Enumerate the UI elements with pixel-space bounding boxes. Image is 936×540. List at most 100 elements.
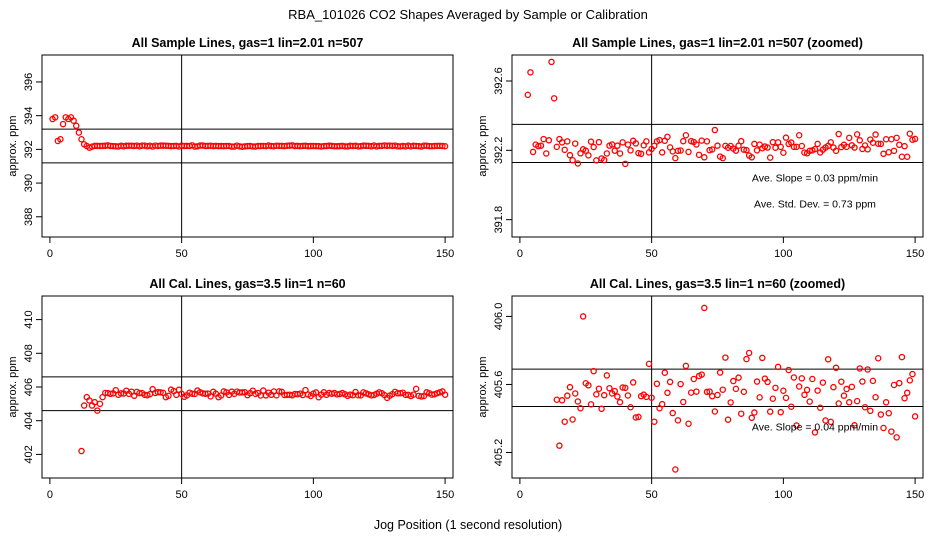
data-point	[882, 399, 890, 406]
data-point	[795, 132, 803, 139]
data-point	[814, 140, 821, 148]
data-point	[698, 371, 705, 378]
data-point	[680, 398, 687, 406]
data-point	[57, 136, 64, 143]
data-point	[677, 380, 684, 388]
data-point	[853, 397, 861, 405]
data-point	[577, 405, 584, 412]
data-point	[527, 69, 534, 76]
data-point	[737, 410, 745, 417]
data-point	[75, 129, 83, 136]
data-point	[566, 151, 574, 159]
x-tick-label: 0	[517, 248, 523, 260]
x-tick-label: 50	[646, 248, 658, 260]
data-point	[441, 142, 449, 150]
data-point	[777, 143, 784, 151]
data-point	[682, 132, 690, 139]
data-point	[664, 133, 671, 141]
data-point	[909, 370, 916, 378]
data-point	[661, 369, 669, 376]
data-point	[664, 389, 671, 397]
data-point	[622, 384, 629, 392]
data-point	[585, 382, 592, 389]
data-point	[732, 147, 740, 154]
data-point	[817, 404, 824, 412]
plot-frame	[41, 54, 454, 238]
data-point	[874, 355, 882, 362]
data-point	[896, 379, 903, 387]
data-point	[845, 399, 853, 406]
data-points	[78, 385, 449, 455]
data-point	[619, 139, 626, 146]
y-tick-label: 396	[23, 73, 35, 91]
data-point	[766, 408, 774, 415]
data-point	[893, 434, 900, 441]
data-point	[901, 394, 908, 402]
data-point	[648, 394, 655, 401]
data-point	[643, 138, 650, 145]
x-tick-label: 150	[436, 489, 454, 501]
data-point	[412, 385, 420, 393]
data-point	[730, 377, 737, 385]
data-point	[616, 150, 624, 157]
data-point	[774, 139, 782, 146]
data-point	[840, 392, 848, 399]
data-point	[561, 146, 568, 154]
data-point	[737, 137, 745, 145]
data-point	[745, 349, 753, 357]
data-point	[595, 138, 603, 146]
data-point	[827, 418, 835, 426]
data-point	[906, 130, 914, 137]
y-tick-label: 405.2	[493, 439, 505, 467]
data-point	[801, 391, 808, 399]
panel-sample-lines: All Sample Lines, gas=1 lin=2.01 n=507 0 5…	[7, 36, 454, 260]
data-point	[693, 388, 700, 395]
data-point	[811, 145, 819, 153]
data-point	[882, 135, 890, 143]
data-point	[619, 384, 626, 391]
data-point	[809, 375, 816, 383]
data-point	[275, 388, 283, 395]
data-point	[740, 146, 748, 153]
data-point	[117, 390, 125, 397]
data-point	[346, 391, 354, 398]
data-point	[669, 148, 676, 155]
data-point	[880, 424, 887, 432]
y-tick-label: 402	[23, 445, 35, 463]
data-point	[853, 131, 861, 138]
data-point	[856, 365, 864, 372]
data-point	[769, 138, 777, 146]
y-tick-label: 394	[23, 106, 35, 124]
data-point	[96, 400, 104, 408]
data-point	[874, 140, 882, 147]
data-point	[94, 407, 101, 414]
data-point	[861, 403, 869, 411]
data-point	[790, 374, 798, 381]
y-tick-label: 410	[23, 310, 35, 328]
data-point	[774, 363, 782, 371]
data-point	[611, 147, 619, 154]
y-tick-label: 392	[23, 140, 35, 158]
data-point	[703, 388, 711, 396]
data-point	[537, 142, 545, 149]
annotation: Ave. Std. Dev. = 0.73 ppm	[754, 199, 876, 211]
panel-title: All Cal. Lines, gas=3.5 lin=1 n=60 (zoom…	[590, 277, 845, 291]
plot-frame	[511, 295, 924, 479]
data-points	[553, 304, 919, 473]
data-point	[888, 428, 895, 435]
data-point	[611, 387, 619, 395]
data-point	[600, 391, 608, 399]
data-point	[835, 400, 842, 407]
data-point	[859, 378, 866, 385]
annotation: Ave. Slope = 0.04 ppm/min	[752, 421, 878, 433]
data-point	[877, 140, 885, 148]
data-point	[824, 356, 832, 363]
x-tick-label: 100	[304, 248, 322, 260]
data-point	[732, 385, 740, 393]
data-point	[711, 408, 719, 415]
data-point	[566, 383, 574, 391]
data-point	[645, 360, 653, 368]
data-point	[593, 391, 600, 398]
x-tick-label: 50	[176, 489, 188, 501]
data-point	[564, 138, 571, 145]
